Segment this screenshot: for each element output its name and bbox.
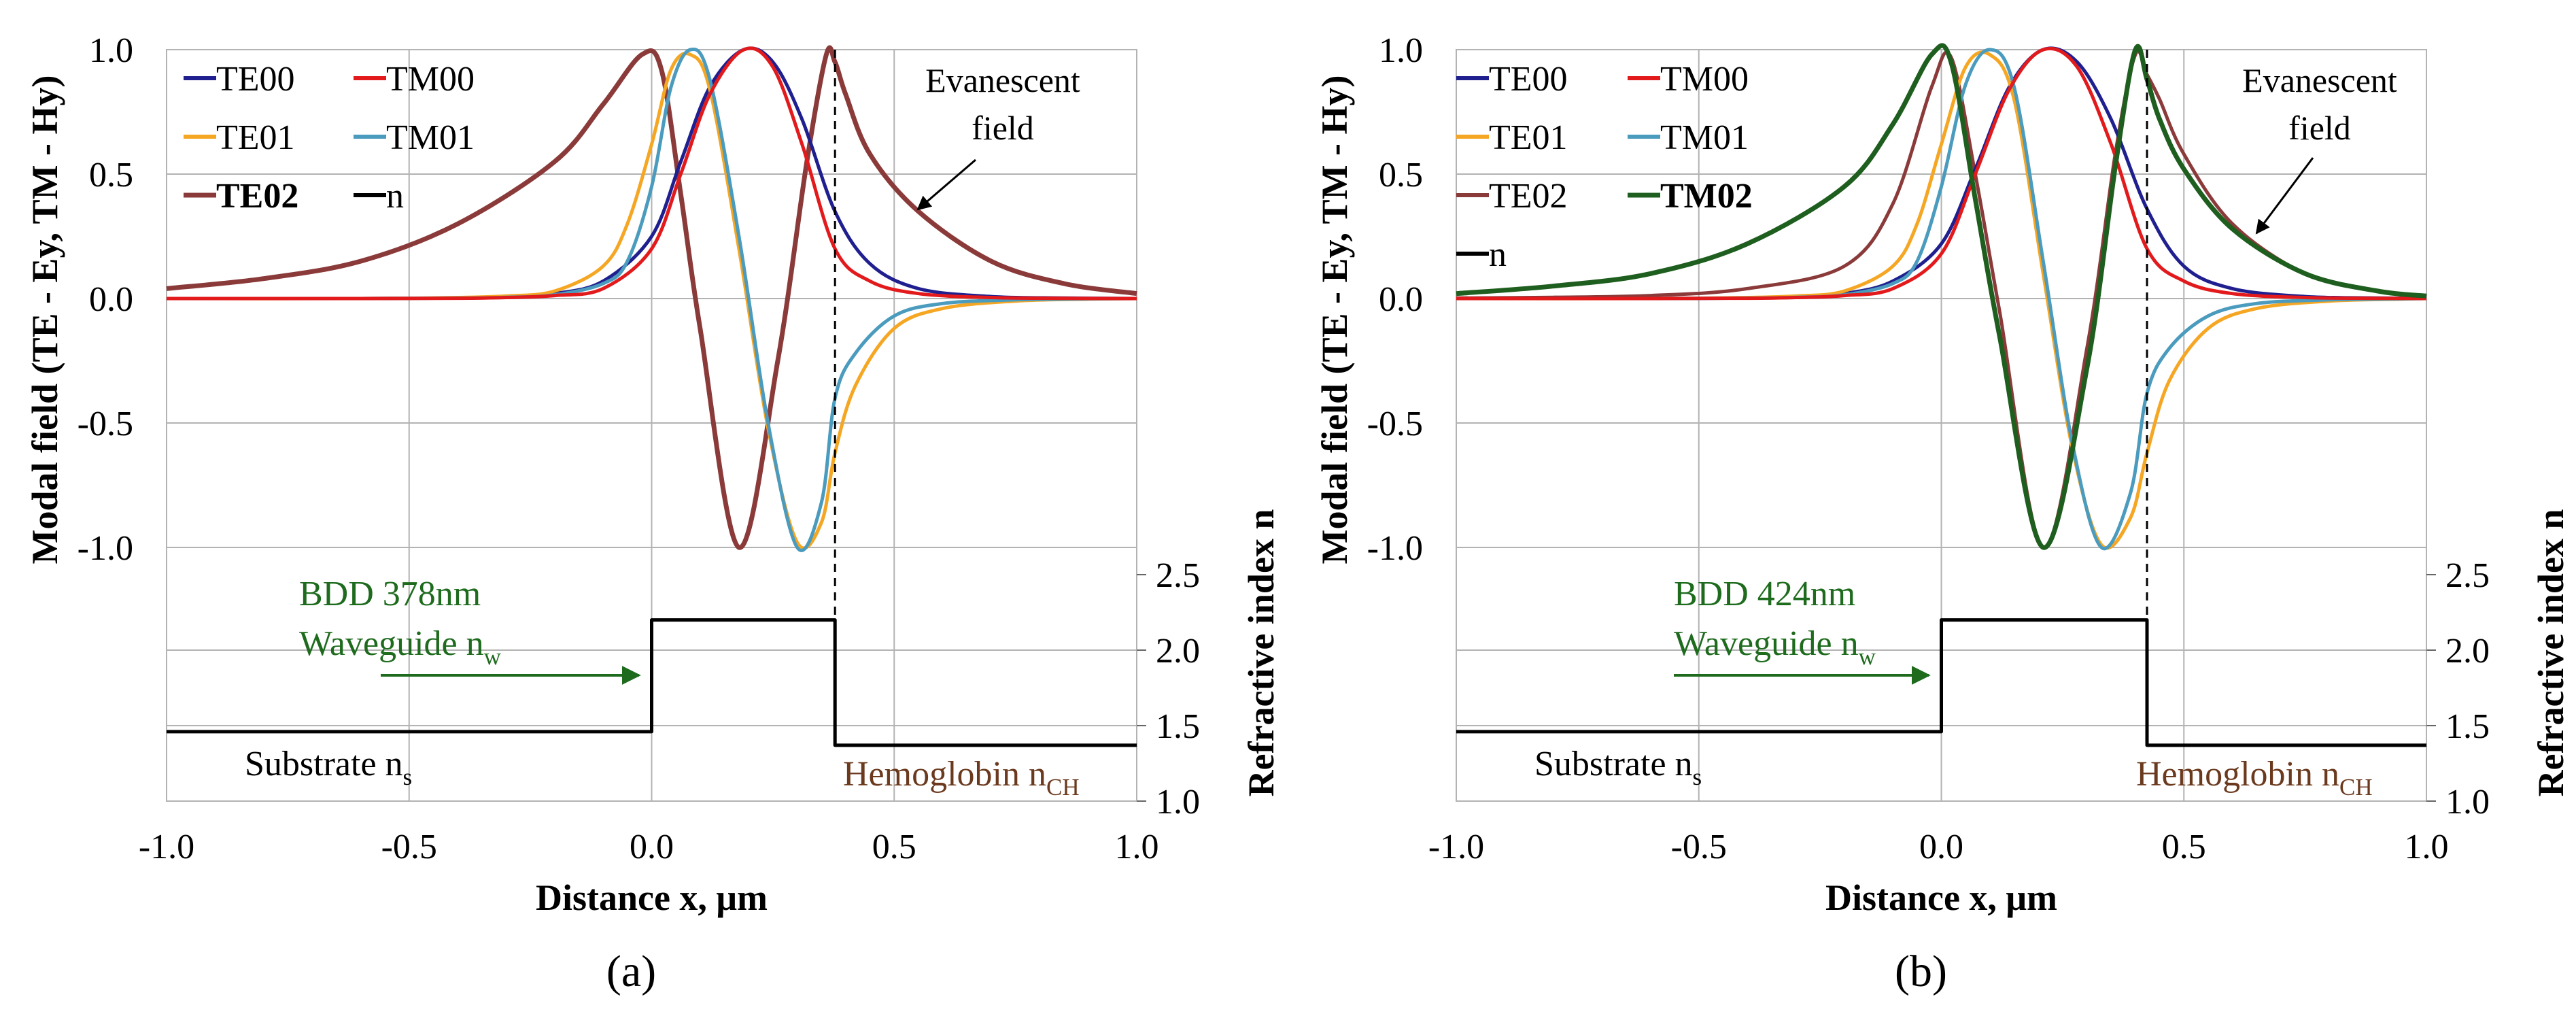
evanescent-label: Evanescent [2242, 61, 2397, 99]
right-tick-label: 2.0 [2445, 632, 2490, 671]
legend: TE00 TM00 TE01 TM01 TE02 n [184, 60, 475, 216]
legend-label: TM00 [386, 60, 475, 99]
legend-label: TE00 [1489, 60, 1568, 99]
evanescent-label: Evanescent [925, 61, 1080, 99]
y-tick-label: 0.5 [1379, 156, 1423, 194]
legend-label: TE02 [216, 177, 298, 216]
waveguide-label-subscript: w [484, 643, 502, 670]
waveguide-label-main: Waveguide n [1674, 624, 1859, 663]
right-tick-label: 1.5 [1156, 707, 1200, 746]
x-tick-label: 0.5 [2162, 828, 2206, 866]
evanescent-arrow [916, 158, 976, 211]
chart-panel-a: -1.0 -0.5 0.0 0.5 1.0 1.0 0.5 0.0 -0.5 -1.0 2.5 2.0… [24, 31, 1282, 996]
right-tick-label: 2.0 [1156, 632, 1200, 671]
bdd-label: BDD 378nm [299, 575, 481, 613]
hemoglobin-label: Hemoglobin nCH [2136, 755, 2373, 800]
legend-item-tm00: TM00 [1628, 60, 1749, 99]
legend-item-te00: TE00 [184, 60, 295, 99]
x-tick-label: -1.0 [1428, 828, 1484, 866]
chart-panel-b: -1.0 -0.5 0.0 0.5 1.0 1.0 0.5 0.0 -0.5 -1.0 2.5 2.0… [1314, 31, 2571, 996]
x-axis-title: Distance x, μm [1825, 877, 2057, 918]
panel-label: (a) [606, 947, 656, 996]
legend-item-n: n [354, 177, 404, 216]
y-tick-label: -1.0 [1367, 529, 1423, 568]
legend-label: TE01 [1489, 118, 1568, 157]
legend-label: TM00 [1660, 60, 1749, 99]
legend-item-te02: TE02 [1456, 177, 1568, 216]
x-tick-label: -1.0 [139, 828, 194, 866]
legend-item-tm00: TM00 [354, 60, 475, 99]
legend: TE00 TM00 TE01 TM01 TE02 TM02 n [1456, 60, 1753, 274]
substrate-label-subscript: s [403, 764, 413, 790]
substrate-label-main: Substrate n [245, 745, 403, 783]
right-tick-label: 1.0 [2445, 783, 2490, 822]
series-line-n [167, 618, 1137, 747]
evanescent-label: field [2288, 109, 2351, 147]
hemoglobin-label-main: Hemoglobin n [843, 755, 1046, 794]
x-tick-label: 1.0 [2405, 828, 2449, 866]
y-tick-label: 1.0 [1379, 31, 1423, 70]
legend-item-te01: TE01 [184, 118, 295, 157]
y-axis-title-left: Modal field (TE - Ey, TM - Hy) [24, 75, 65, 564]
series-line-tm00 [166, 46, 1137, 301]
y-axis-title-left: Modal field (TE - Ey, TM - Hy) [1314, 75, 1355, 564]
y-tick-label: -1.0 [78, 529, 133, 568]
hemoglobin-label-main: Hemoglobin n [2136, 755, 2339, 794]
x-tick-label: -0.5 [1671, 828, 1727, 866]
evanescent-label: field [972, 109, 1034, 147]
x-axis-title: Distance x, μm [536, 877, 768, 918]
legend-label: n [386, 177, 404, 216]
legend-item-tm02: TM02 [1628, 177, 1753, 216]
bdd-label: BDD 424nm [1674, 575, 1855, 613]
hemoglobin-label: Hemoglobin nCH [843, 755, 1080, 800]
hemoglobin-label-subscript: CH [2339, 774, 2373, 800]
x-tick-label: -0.5 [381, 828, 437, 866]
legend-label: TM01 [1660, 118, 1749, 157]
legend-label: TE00 [216, 60, 295, 99]
y-tick-label: -0.5 [1367, 405, 1423, 443]
right-tick-label: 1.5 [2445, 707, 2490, 746]
series-line-te02 [166, 45, 1137, 550]
y-tick-label: 0.0 [89, 280, 133, 319]
legend-item-te02: TE02 [184, 177, 298, 216]
y-tick-label: 0.0 [1379, 280, 1423, 319]
panel-label: (b) [1895, 947, 1947, 996]
series-line-tm02 [1456, 43, 2427, 550]
substrate-label-subscript: s [1693, 764, 1702, 790]
legend-label: n [1489, 235, 1507, 274]
x-tick-label: 0.0 [1919, 828, 1963, 866]
y-axis-title-right: Refractive index n [1241, 509, 1282, 797]
substrate-label: Substrate ns [1534, 745, 1702, 790]
legend-item-te01: TE01 [1456, 118, 1568, 157]
waveguide-label-subscript: w [1859, 643, 1876, 670]
legend-item-tm01: TM01 [1628, 118, 1749, 157]
x-tick-label: 0.0 [630, 828, 674, 866]
evanescent-arrow [2255, 157, 2314, 235]
legend-label: TM02 [1660, 177, 1753, 216]
substrate-label: Substrate ns [245, 745, 412, 790]
hemoglobin-label-subscript: CH [1046, 774, 1080, 800]
legend-label: TM01 [386, 118, 475, 157]
series-line-tm00 [1456, 46, 2427, 301]
x-tick-label: 0.5 [872, 828, 916, 866]
right-tick-label: 2.5 [1156, 556, 1200, 595]
right-tick-label: 2.5 [2445, 556, 2490, 595]
legend-item-tm01: TM01 [354, 118, 475, 157]
waveguide-label: Waveguide nw [1674, 624, 1876, 670]
substrate-label-main: Substrate n [1534, 745, 1693, 783]
y-tick-label: 0.5 [89, 156, 133, 194]
legend-label: TE01 [216, 118, 295, 157]
series-line-n [1456, 618, 2426, 747]
x-tick-label: 1.0 [1115, 828, 1159, 866]
legend-label: TE02 [1489, 177, 1568, 216]
waveguide-label: Waveguide nw [299, 624, 502, 670]
legend-item-n: n [1456, 235, 1507, 274]
waveguide-label-main: Waveguide n [299, 624, 484, 663]
right-tick-label: 1.0 [1156, 783, 1200, 822]
y-axis-title-right: Refractive index n [2530, 509, 2571, 797]
y-tick-label: -0.5 [78, 405, 133, 443]
legend-item-te00: TE00 [1456, 60, 1568, 99]
y-tick-label: 1.0 [89, 31, 133, 70]
